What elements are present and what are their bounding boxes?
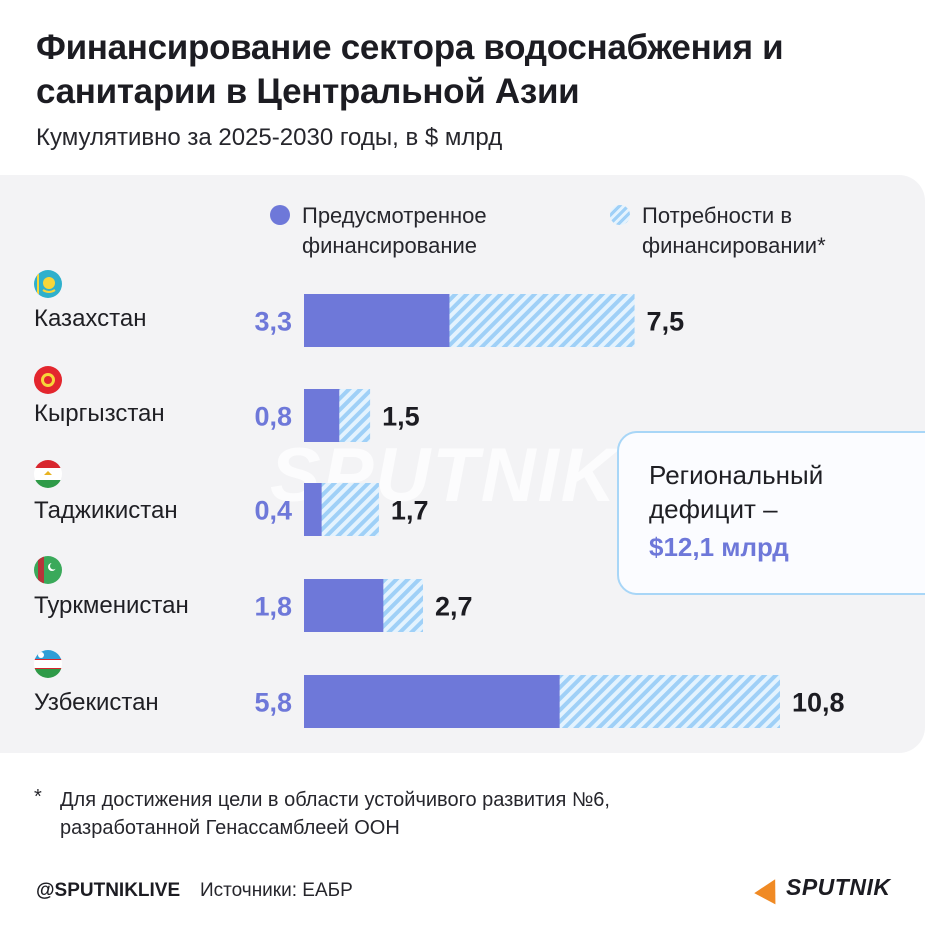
country-label-turkmenistan: Туркменистан: [34, 592, 189, 619]
planned-bar: [304, 483, 322, 536]
planned-value-label: 3,3: [254, 307, 292, 337]
planned-value-label: 0,4: [254, 496, 292, 526]
sputnik-logo-text: SPUTNIK: [786, 874, 891, 900]
planned-value-label: 0,8: [254, 402, 292, 432]
sources-label: Источники: ЕАБР: [200, 880, 353, 901]
legend-needs-label: Потребности в финансировании*: [642, 203, 826, 258]
planned-value-label: 1,8: [254, 592, 292, 622]
callout-text: Региональный дефицит –: [649, 460, 824, 524]
needs-value-label: 1,5: [382, 402, 420, 432]
planned-bar: [304, 675, 560, 728]
chart-title: Финансирование сектора водоснабжения и с…: [36, 28, 784, 111]
planned-bar: [304, 294, 450, 347]
planned-value-label: 5,8: [254, 688, 292, 718]
needs-value-label: 2,7: [435, 592, 473, 622]
legend-needs-swatch: [610, 205, 630, 225]
sputnik-logo: SPUTNIK: [754, 873, 891, 905]
chart-subtitle: Кумулятивно за 2025-2030 годы, в $ млрд: [36, 124, 503, 151]
callout-value: $12,1 млрд: [649, 532, 789, 562]
country-label-kazakhstan: Казахстан: [34, 305, 147, 332]
tajikistan-flag-icon: [34, 460, 62, 488]
needs-value-label: 10,8: [792, 688, 845, 718]
planned-bar: [304, 389, 340, 442]
kyrgyzstan-flag-icon: [34, 366, 62, 394]
needs-value-label: 7,5: [647, 307, 685, 337]
regional-deficit-callout: Региональный дефицит – $12,1 млрд: [617, 431, 925, 595]
needs-value-label: 1,7: [391, 496, 429, 526]
kazakhstan-flag-icon: [34, 270, 62, 298]
uzbekistan-flag-icon: [34, 650, 62, 678]
sputnik-logo-icon: [754, 873, 786, 905]
footnote-text: Для достижения цели в области устойчивог…: [60, 789, 610, 839]
turkmenistan-flag-icon: [34, 556, 62, 584]
legend-planned-swatch: [270, 205, 290, 225]
footnote-star: *: [34, 786, 42, 808]
planned-bar: [304, 579, 384, 632]
country-label-kyrgyzstan: Кыргызстан: [34, 400, 165, 427]
legend-planned-label: Предусмотренное финансирование: [302, 203, 487, 258]
country-label-tajikistan: Таджикистан: [34, 497, 178, 524]
country-label-uzbekistan: Узбекистан: [34, 689, 159, 716]
brand-handle: @SPUTNIKLIVE: [36, 880, 181, 901]
